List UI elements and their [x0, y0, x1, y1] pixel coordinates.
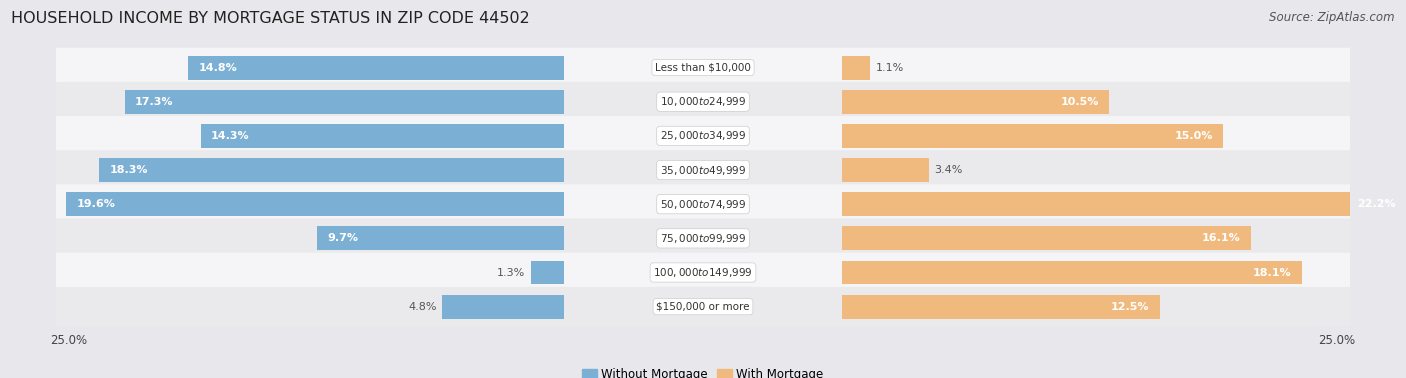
- FancyBboxPatch shape: [55, 150, 1351, 190]
- Text: $35,000 to $49,999: $35,000 to $49,999: [659, 164, 747, 177]
- Bar: [201, 124, 564, 148]
- Bar: [188, 56, 564, 79]
- FancyBboxPatch shape: [55, 116, 1351, 156]
- Text: 14.8%: 14.8%: [198, 63, 238, 73]
- Text: $50,000 to $74,999: $50,000 to $74,999: [659, 198, 747, 211]
- FancyBboxPatch shape: [55, 218, 1351, 258]
- Text: $100,000 to $149,999: $100,000 to $149,999: [654, 266, 752, 279]
- Bar: [842, 158, 929, 182]
- Bar: [100, 158, 564, 182]
- Text: 15.0%: 15.0%: [1174, 131, 1213, 141]
- Text: Source: ZipAtlas.com: Source: ZipAtlas.com: [1270, 11, 1395, 24]
- Bar: [318, 226, 564, 250]
- Text: Less than $10,000: Less than $10,000: [655, 63, 751, 73]
- FancyBboxPatch shape: [55, 48, 1351, 87]
- Text: 19.6%: 19.6%: [76, 199, 115, 209]
- Text: $75,000 to $99,999: $75,000 to $99,999: [659, 232, 747, 245]
- Text: 12.5%: 12.5%: [1111, 302, 1149, 311]
- Bar: [842, 192, 1406, 216]
- Text: 9.7%: 9.7%: [328, 233, 359, 243]
- FancyBboxPatch shape: [55, 184, 1351, 224]
- Bar: [441, 295, 564, 319]
- Bar: [842, 295, 1160, 319]
- FancyBboxPatch shape: [55, 287, 1351, 327]
- Text: $25,000 to $34,999: $25,000 to $34,999: [659, 129, 747, 143]
- Text: 17.3%: 17.3%: [135, 97, 173, 107]
- FancyBboxPatch shape: [55, 253, 1351, 292]
- Text: HOUSEHOLD INCOME BY MORTGAGE STATUS IN ZIP CODE 44502: HOUSEHOLD INCOME BY MORTGAGE STATUS IN Z…: [11, 11, 530, 26]
- Text: 3.4%: 3.4%: [934, 165, 962, 175]
- Text: 22.2%: 22.2%: [1357, 199, 1395, 209]
- Bar: [842, 260, 1302, 285]
- Text: 10.5%: 10.5%: [1060, 97, 1098, 107]
- Text: 18.3%: 18.3%: [110, 165, 148, 175]
- Bar: [842, 124, 1223, 148]
- Text: 14.3%: 14.3%: [211, 131, 250, 141]
- Text: 4.8%: 4.8%: [408, 302, 437, 311]
- Bar: [842, 90, 1109, 114]
- Text: 1.1%: 1.1%: [876, 63, 904, 73]
- Legend: Without Mortgage, With Mortgage: Without Mortgage, With Mortgage: [578, 363, 828, 378]
- Text: $150,000 or more: $150,000 or more: [657, 302, 749, 311]
- FancyBboxPatch shape: [55, 82, 1351, 122]
- Text: 1.3%: 1.3%: [498, 268, 526, 277]
- Bar: [530, 260, 564, 285]
- Bar: [125, 90, 564, 114]
- Bar: [842, 56, 870, 79]
- Text: $10,000 to $24,999: $10,000 to $24,999: [659, 95, 747, 108]
- Bar: [66, 192, 564, 216]
- Text: 18.1%: 18.1%: [1253, 268, 1292, 277]
- Text: 16.1%: 16.1%: [1202, 233, 1240, 243]
- Bar: [842, 226, 1251, 250]
